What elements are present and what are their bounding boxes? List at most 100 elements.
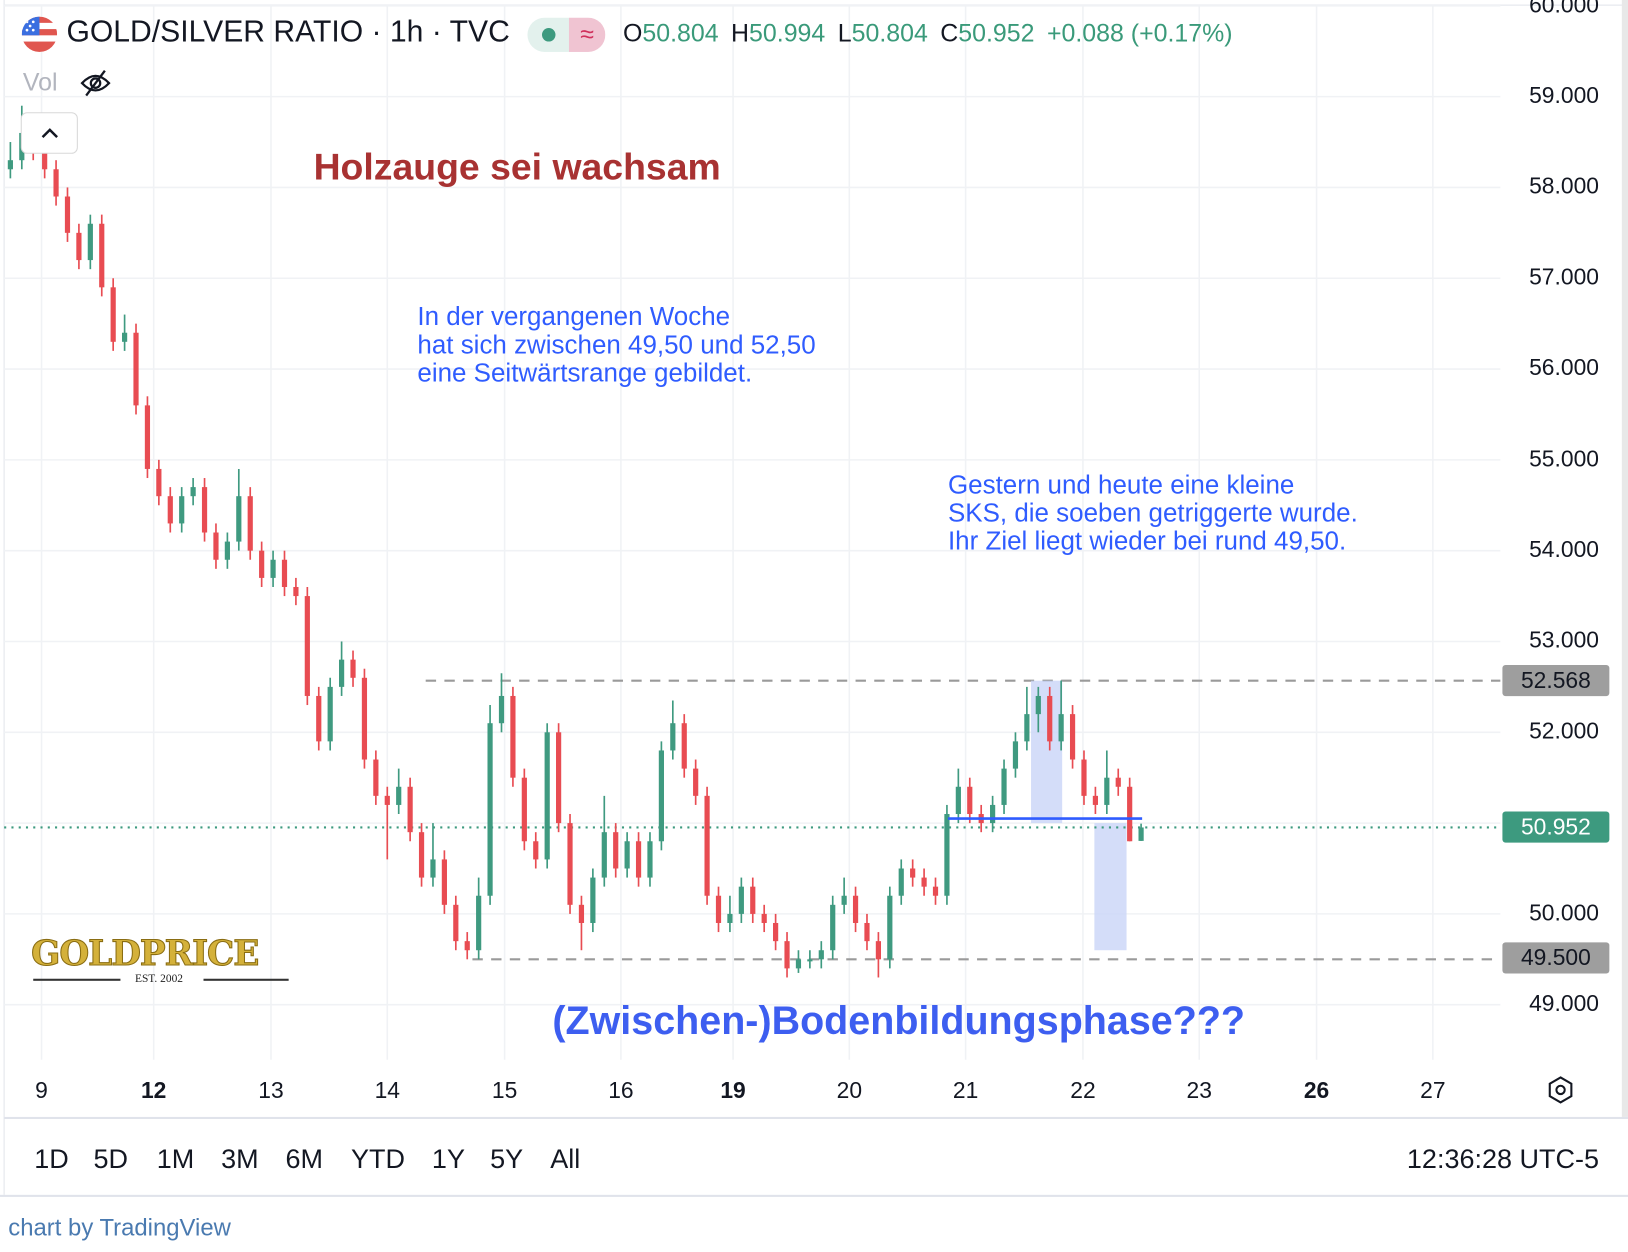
candle xyxy=(1024,686,1030,751)
annotation-title[interactable]: Holzauge sei wachsam xyxy=(313,145,721,189)
candle xyxy=(213,523,219,569)
price-axis-label: 57.000 xyxy=(1529,263,1599,290)
candle xyxy=(1058,680,1064,751)
candle xyxy=(350,650,356,687)
candle-body xyxy=(932,886,939,896)
candle xyxy=(510,686,516,787)
range-button-1m[interactable]: 1M xyxy=(156,1142,195,1175)
candle xyxy=(7,142,13,179)
candle-body xyxy=(601,832,607,878)
annotation-bottom[interactable]: (Zwischen-)Bodenbildungsphase??? xyxy=(552,999,1246,1044)
support-price-label: 49.500 xyxy=(1502,942,1610,974)
candle xyxy=(190,478,196,506)
range-button-1y[interactable]: 1Y xyxy=(431,1142,465,1175)
candle-body xyxy=(270,559,276,578)
candle-body xyxy=(990,804,996,824)
note-line: Gestern und heute eine kleine xyxy=(947,470,1295,500)
collapse-legend-button[interactable] xyxy=(20,112,78,154)
candle xyxy=(167,487,173,533)
range-button-all[interactable]: All xyxy=(550,1142,581,1175)
range-button-3m[interactable]: 3M xyxy=(221,1142,259,1175)
candle xyxy=(270,550,276,587)
candle-body xyxy=(1058,714,1064,742)
last-price-label: 50.952 xyxy=(1502,811,1610,843)
high-label: H xyxy=(731,19,750,48)
candle xyxy=(875,932,881,978)
range-button-5d[interactable]: 5D xyxy=(93,1142,128,1175)
candle-body xyxy=(521,777,527,842)
range-button-6m[interactable]: 6M xyxy=(285,1142,324,1175)
candle-body xyxy=(658,750,664,842)
candle xyxy=(521,768,527,851)
annotation-sks-note[interactable]: Gestern und heute eine kleine SKS, die s… xyxy=(947,470,1358,556)
candle-body xyxy=(795,959,802,969)
candle xyxy=(53,160,59,206)
candle-body xyxy=(590,877,596,923)
candle xyxy=(533,832,539,869)
candle xyxy=(156,459,162,506)
candle xyxy=(1115,768,1121,796)
change-value: +0.088 (+0.17%) xyxy=(1046,19,1233,48)
candle xyxy=(1092,786,1099,815)
range-button-1d[interactable]: 1D xyxy=(34,1142,69,1175)
range-button-ytd[interactable]: YTD xyxy=(350,1142,405,1175)
candle xyxy=(898,859,904,905)
price-axis-label: 55.000 xyxy=(1529,445,1599,472)
candle-body xyxy=(144,405,151,469)
candle xyxy=(247,487,253,560)
candle-body xyxy=(110,287,116,342)
candle-body xyxy=(64,196,71,233)
candle xyxy=(887,886,893,969)
candle xyxy=(304,586,310,706)
time-axis-label: 16 xyxy=(608,1077,634,1104)
candle xyxy=(613,823,619,878)
candle-body xyxy=(852,895,859,923)
candle xyxy=(87,214,93,270)
candle-body xyxy=(247,496,253,551)
candle-body xyxy=(327,686,333,742)
candle-body xyxy=(1127,786,1133,842)
range-button-5y[interactable]: 5Y xyxy=(490,1142,524,1175)
candle-body xyxy=(1024,714,1030,742)
gear-icon[interactable] xyxy=(1546,1075,1575,1109)
candle-body xyxy=(498,695,505,724)
candle xyxy=(384,786,390,860)
candle-body xyxy=(1081,759,1087,796)
candle xyxy=(658,741,664,851)
clock[interactable]: 12:36:28 UTC-5 xyxy=(1406,1142,1599,1175)
low-value: 50.804 xyxy=(851,19,928,48)
divider xyxy=(4,1116,1628,1119)
note-line: In der vergangenen Woche xyxy=(417,302,731,332)
time-axis-label: 23 xyxy=(1186,1077,1212,1104)
candle xyxy=(704,786,710,905)
time-axis-label: 14 xyxy=(374,1077,400,1104)
candle-body xyxy=(910,868,916,878)
candle-body xyxy=(921,877,927,887)
chevron-up-icon xyxy=(41,128,58,139)
annotation-range-note[interactable]: In der vergangenen Woche hat sich zwisch… xyxy=(417,303,815,387)
candle xyxy=(76,223,82,270)
candle-body xyxy=(293,586,299,597)
candle xyxy=(670,700,676,760)
candle-body xyxy=(281,559,288,587)
symbol-title[interactable]: GOLD/SILVER RATIO · 1h · TVC xyxy=(66,15,510,49)
candle-body xyxy=(544,732,550,860)
candle-body xyxy=(681,723,687,769)
candle-body xyxy=(464,941,470,951)
candle xyxy=(144,396,151,479)
candle-body xyxy=(1115,777,1121,787)
candle-body xyxy=(944,814,950,896)
tradingview-credit-link[interactable]: chart by TradingView xyxy=(8,1213,231,1241)
candle-body xyxy=(122,332,128,342)
price-axis-label: 60.000 xyxy=(1529,0,1599,18)
market-status-pill[interactable]: ≈ xyxy=(527,17,606,52)
candle xyxy=(784,932,790,978)
open-value: 50.804 xyxy=(642,19,719,48)
eye-off-icon[interactable] xyxy=(79,69,112,103)
time-axis-label: 20 xyxy=(836,1077,863,1104)
open-label: O xyxy=(622,19,643,48)
candle xyxy=(64,187,71,242)
candle xyxy=(921,868,927,896)
candle xyxy=(635,832,642,887)
